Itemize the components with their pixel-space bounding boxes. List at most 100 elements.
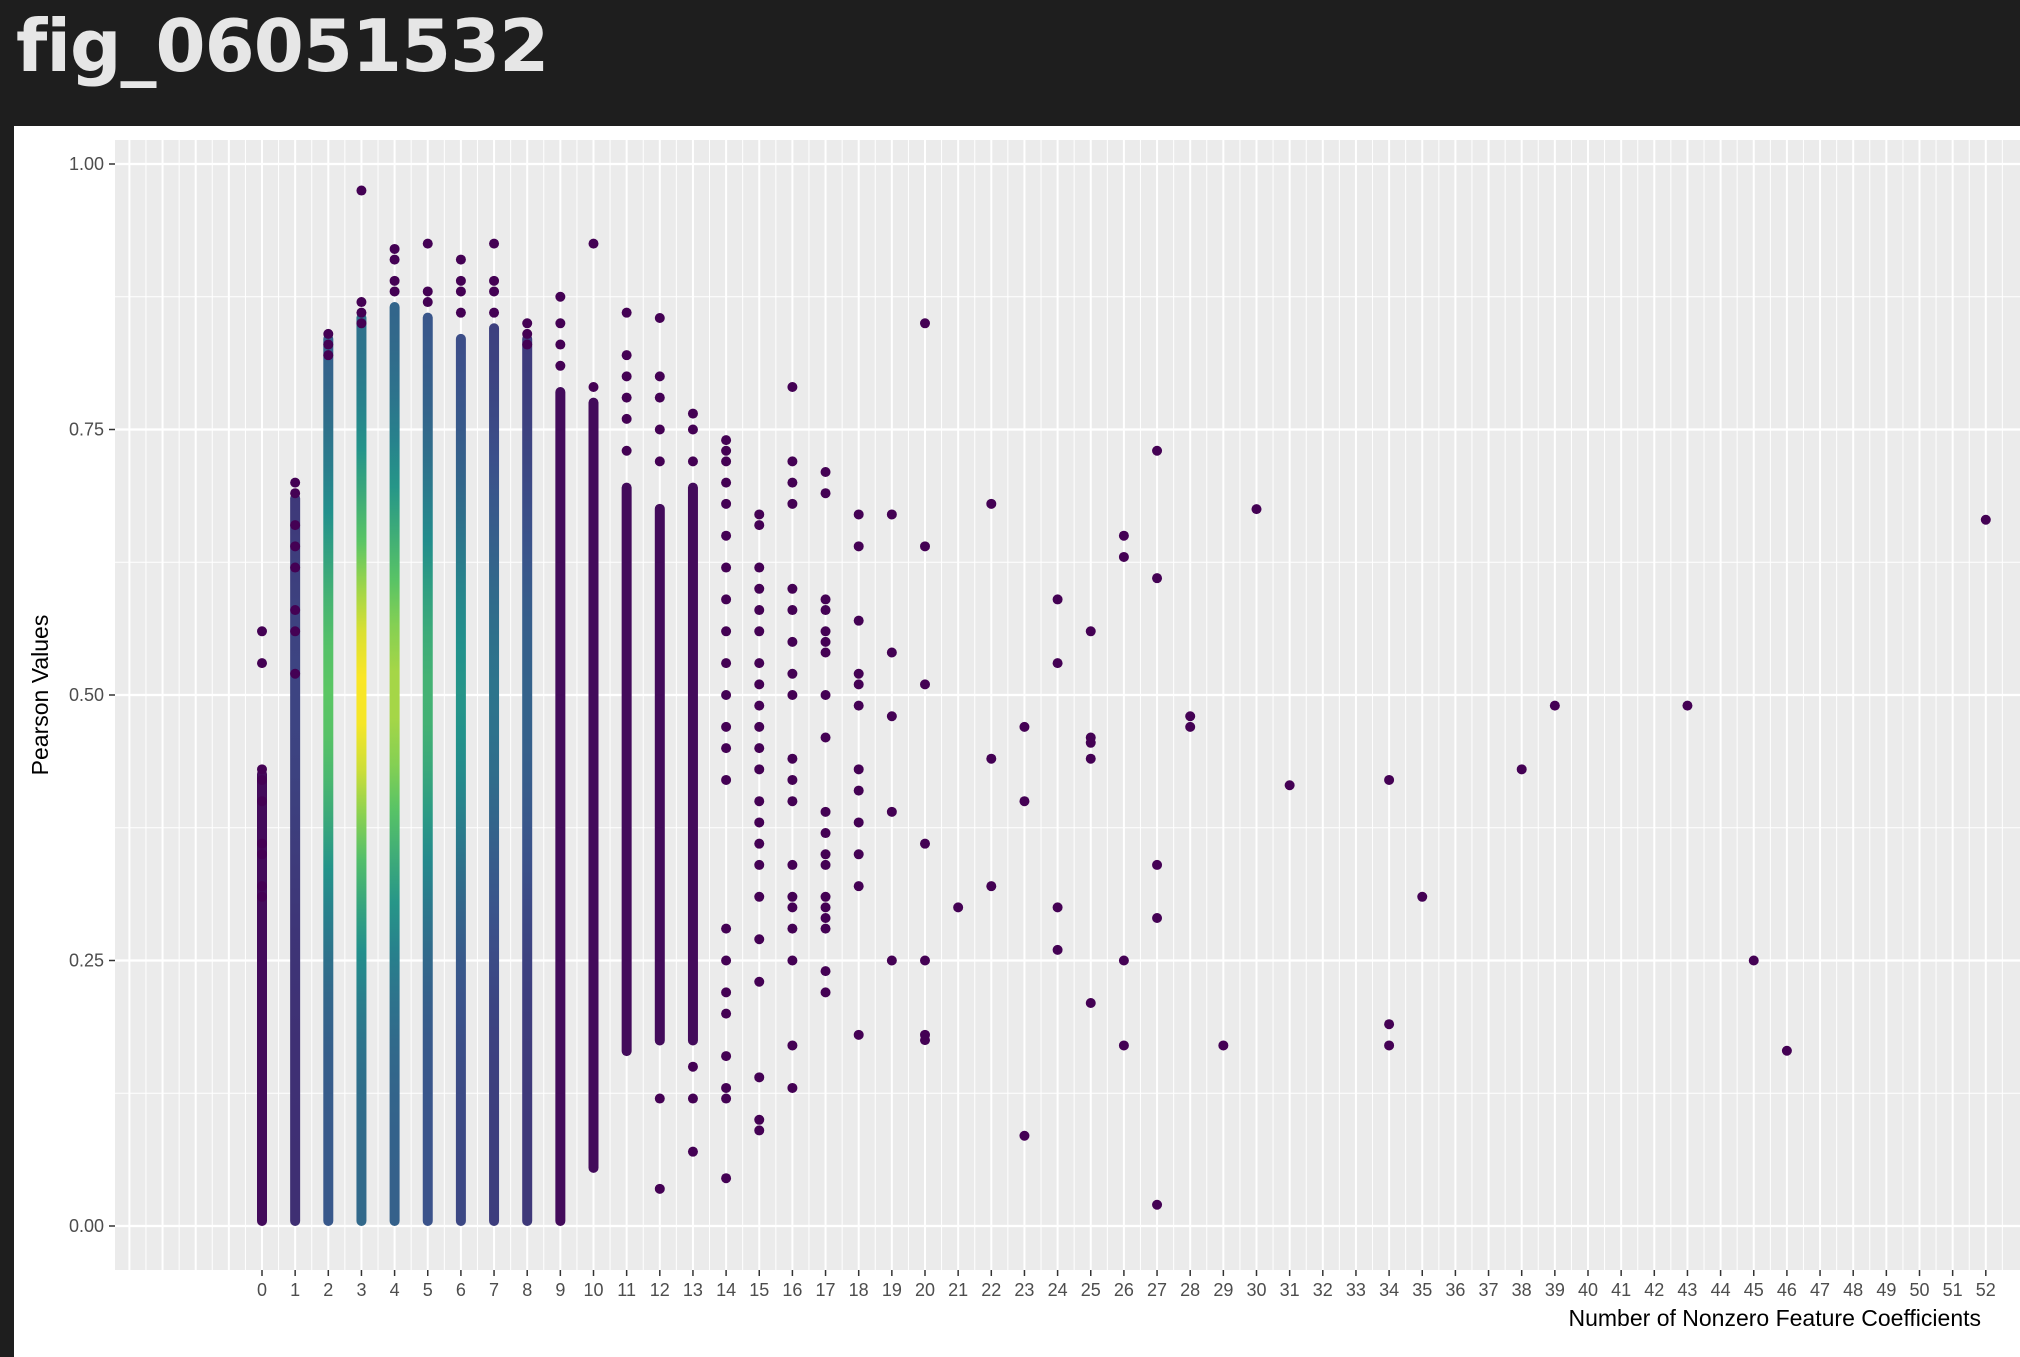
data-point xyxy=(1781,1045,1792,1056)
data-point xyxy=(654,424,665,435)
y-axis-title: Pearson Values xyxy=(27,615,53,776)
x-tick-label: 13 xyxy=(683,1280,703,1300)
density-column xyxy=(489,323,500,1226)
data-point xyxy=(1152,859,1163,870)
data-point xyxy=(721,626,732,637)
data-point xyxy=(1549,700,1560,711)
data-point xyxy=(1019,796,1030,807)
x-tick-label: 37 xyxy=(1479,1280,1499,1300)
data-point xyxy=(853,817,864,828)
data-point xyxy=(522,339,533,350)
data-point xyxy=(721,774,732,785)
x-tick-label: 2 xyxy=(323,1280,333,1300)
data-point xyxy=(754,721,765,732)
data-point xyxy=(721,923,732,934)
data-point xyxy=(787,923,798,934)
data-point xyxy=(489,307,500,318)
data-point xyxy=(787,668,798,679)
x-tick-label: 0 xyxy=(257,1280,267,1300)
x-tick-label: 49 xyxy=(1876,1280,1896,1300)
x-tick-label: 33 xyxy=(1346,1280,1366,1300)
scatter-chart: 0 1 2 3 4 5 6 7 8 9 10 11 12 13 14 15 16 17 18 19 20 21 22 23 24… xyxy=(27,140,2020,1331)
data-point xyxy=(1019,1130,1030,1141)
data-point xyxy=(621,445,632,456)
data-point xyxy=(721,1173,732,1184)
data-point xyxy=(820,902,831,913)
data-point xyxy=(787,690,798,700)
x-axis-ticks: 0 1 2 3 4 5 6 7 8 9 10 11 12 13 14 15 16 17 18 19 20 21 22 23 24… xyxy=(257,1270,1996,1300)
data-point xyxy=(820,966,831,977)
data-point xyxy=(754,976,765,987)
data-point xyxy=(986,498,997,509)
y-axis-ticks: 0.00 0.25 0.50 0.75 1.00 xyxy=(69,154,115,1236)
data-point xyxy=(721,658,732,669)
data-point xyxy=(522,318,533,329)
data-point xyxy=(787,902,798,913)
data-point xyxy=(257,881,267,892)
data-point xyxy=(986,881,997,892)
data-point xyxy=(555,339,566,350)
data-point xyxy=(257,626,267,637)
data-point xyxy=(886,806,897,817)
data-point xyxy=(356,297,367,308)
data-point xyxy=(257,774,267,785)
data-point xyxy=(1052,902,1063,913)
data-point xyxy=(1185,711,1196,722)
data-point xyxy=(455,275,466,286)
data-point xyxy=(257,891,267,902)
x-tick-label: 17 xyxy=(816,1280,836,1300)
data-point xyxy=(323,328,334,339)
data-point xyxy=(754,764,765,775)
data-point xyxy=(323,350,334,361)
data-point xyxy=(489,238,500,249)
data-point xyxy=(721,445,732,456)
data-point xyxy=(1682,700,1693,711)
x-tick-label: 3 xyxy=(356,1280,366,1300)
data-point xyxy=(920,318,930,329)
data-point xyxy=(1118,530,1129,541)
x-tick-label: 40 xyxy=(1578,1280,1598,1300)
x-tick-label: 20 xyxy=(915,1280,935,1300)
title-bar: fig_06051532 xyxy=(0,0,2020,126)
data-point xyxy=(820,466,831,477)
page-title: fig_06051532 xyxy=(16,4,549,88)
data-point xyxy=(257,658,267,669)
x-tick-label: 23 xyxy=(1014,1280,1034,1300)
x-tick-label: 27 xyxy=(1147,1280,1167,1300)
data-point xyxy=(1152,913,1163,924)
data-point xyxy=(820,828,831,839)
data-point xyxy=(389,254,400,265)
data-point xyxy=(787,1082,798,1093)
data-point xyxy=(853,881,864,892)
data-point xyxy=(687,1146,698,1157)
data-point xyxy=(389,275,400,286)
data-point xyxy=(721,456,732,467)
data-point xyxy=(621,413,632,424)
data-point xyxy=(853,700,864,711)
data-point xyxy=(1118,955,1129,966)
data-point xyxy=(1052,944,1063,955)
data-point xyxy=(787,891,798,902)
x-tick-label: 21 xyxy=(948,1280,968,1300)
density-column xyxy=(654,503,665,1046)
x-tick-label: 31 xyxy=(1280,1280,1300,1300)
density-column xyxy=(621,482,632,1057)
data-point xyxy=(588,382,599,393)
x-tick-label: 48 xyxy=(1843,1280,1863,1300)
data-point xyxy=(754,679,765,690)
data-point xyxy=(290,668,301,679)
data-point xyxy=(853,1029,864,1040)
x-tick-label: 38 xyxy=(1512,1280,1532,1300)
x-tick-label: 4 xyxy=(390,1280,400,1300)
data-point xyxy=(1085,753,1096,764)
data-point xyxy=(721,987,732,998)
data-point xyxy=(721,1093,732,1104)
data-point xyxy=(290,605,301,616)
data-point xyxy=(257,849,267,860)
data-point xyxy=(721,690,732,700)
data-point xyxy=(920,679,930,690)
x-tick-label: 5 xyxy=(423,1280,433,1300)
data-point xyxy=(754,934,765,945)
data-point xyxy=(687,408,698,419)
data-point xyxy=(787,477,798,488)
